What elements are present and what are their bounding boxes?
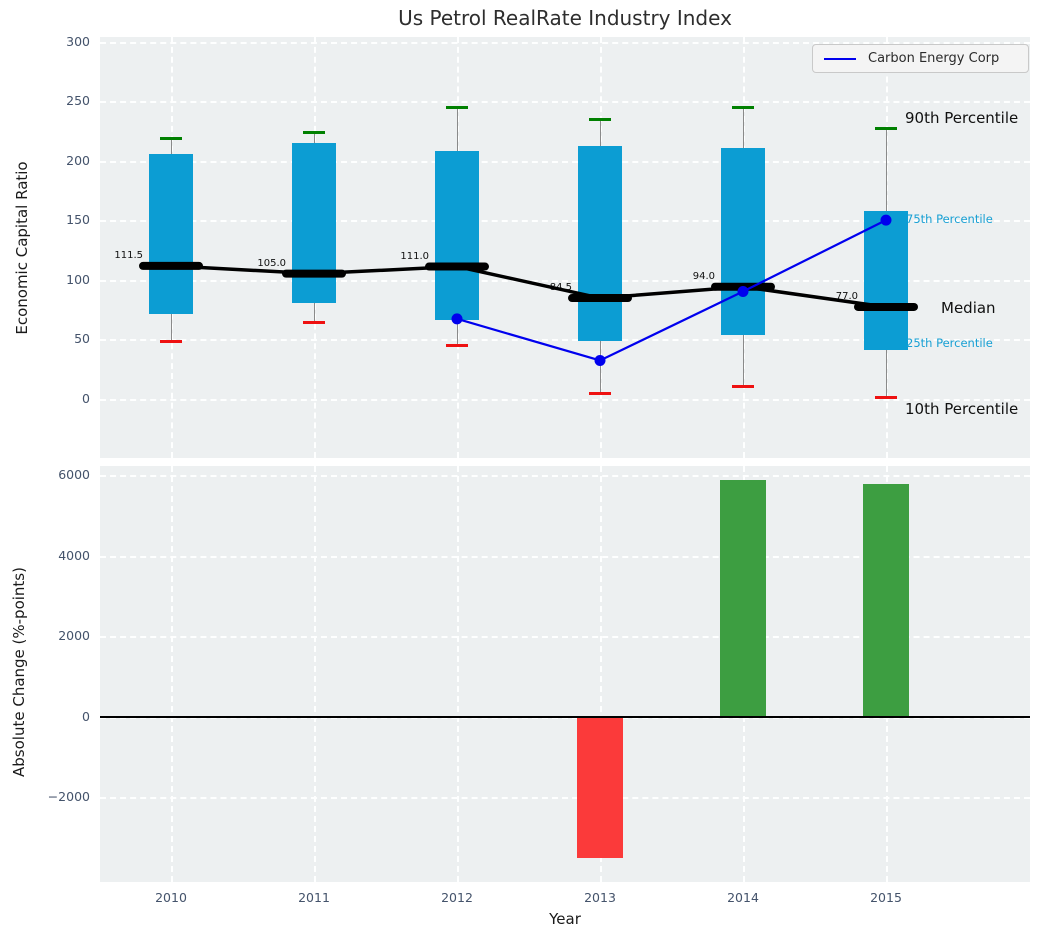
- whisker-cap-10th-2015: [875, 396, 897, 400]
- whisker-cap-90th-2012: [446, 105, 468, 109]
- x-tick-label: 2012: [441, 890, 473, 905]
- top-chart-lines: [139, 214, 918, 366]
- whisker-cap-10th-2013: [589, 392, 611, 396]
- x-tick-label: 2011: [298, 890, 330, 905]
- company-point-2015: [880, 214, 892, 226]
- bar-2013: [577, 716, 623, 858]
- y-axis-label-top: Economic Capital Ratio: [13, 161, 31, 335]
- top-plot-area: 111.5 105.0 111.0 84.5 94.0 77.0: [100, 37, 1030, 458]
- median-value-label-2014: 94.0: [692, 270, 715, 282]
- y-tick-label: 50: [74, 331, 90, 347]
- company-point-2012: [451, 313, 463, 325]
- whisker-cap-90th-2013: [589, 117, 611, 121]
- gridline-horizontal: [100, 160, 1030, 163]
- legend-line-sample: [824, 57, 856, 60]
- gridline-horizontal: [100, 475, 1030, 478]
- gridline-horizontal: [100, 716, 1030, 719]
- y-tick-label: 0: [82, 390, 90, 406]
- gridline-horizontal: [100, 279, 1030, 282]
- y-axis-label-bottom: Absolute Change (%-points): [10, 567, 28, 777]
- y-tick-label: 6000: [58, 467, 90, 483]
- annotation-25th-percentile: 25th Percentile: [906, 335, 993, 350]
- y-tick-label: 300: [66, 33, 90, 49]
- company-line: [456, 219, 887, 362]
- median-value-label-2010: 111.5: [114, 249, 143, 261]
- company-point-2014: [737, 286, 749, 298]
- gridline-vertical: [600, 466, 602, 882]
- y-tick-label: 0: [82, 708, 90, 724]
- zero-axis-line: [100, 715, 1030, 718]
- gridline-vertical: [171, 466, 173, 882]
- gridline-horizontal: [100, 41, 1030, 44]
- gridline-horizontal: [100, 220, 1030, 223]
- x-axis-label: Year: [549, 910, 581, 928]
- bar-2015: [863, 483, 909, 717]
- y-tick-label: −2000: [47, 789, 90, 805]
- median-connector-line: [170, 264, 887, 309]
- median-value-label-2015: 77.0: [835, 290, 858, 302]
- chart-title: Us Petrol RealRate Industry Index: [398, 6, 732, 30]
- y-tick-label: 4000: [58, 547, 90, 563]
- whisker-cap-90th-2011: [303, 130, 325, 134]
- x-tick-label: 2015: [870, 890, 902, 905]
- whisker-cap-10th-2012: [446, 343, 468, 347]
- gridline-horizontal: [100, 636, 1030, 639]
- y-tick-label: 200: [66, 152, 90, 168]
- legend-label: Carbon Energy Corp: [868, 51, 1000, 66]
- box-2015: [864, 210, 908, 350]
- box-2013: [578, 146, 622, 342]
- legend: Carbon Energy Corp: [812, 44, 1029, 73]
- y-tick-label: 150: [66, 212, 90, 228]
- gridline-horizontal: [100, 797, 1030, 800]
- whisker-cap-10th-2011: [303, 320, 325, 324]
- whisker-cap-10th-2010: [160, 339, 182, 343]
- median-value-label-2012: 111.0: [400, 250, 429, 262]
- y-tick-label: 100: [66, 271, 90, 287]
- x-tick-label: 2010: [155, 890, 187, 905]
- gridline-horizontal: [100, 555, 1030, 558]
- annotation-90th-percentile: 90th Percentile: [905, 108, 1019, 127]
- gridline-horizontal: [100, 398, 1030, 401]
- box-2014: [721, 147, 765, 336]
- annotation-10th-percentile: 10th Percentile: [905, 399, 1019, 418]
- y-tick-label: 2000: [58, 628, 90, 644]
- whisker-cap-90th-2010: [160, 136, 182, 140]
- gridline-vertical: [457, 466, 459, 882]
- box-2010: [149, 153, 193, 315]
- x-tick-label: 2014: [727, 890, 759, 905]
- annotation-median: Median: [941, 298, 996, 317]
- bar-2014: [720, 479, 766, 717]
- box-2012: [435, 151, 479, 321]
- gridline-vertical: [314, 466, 316, 882]
- y-tick-label: 250: [66, 93, 90, 109]
- whisker-cap-90th-2014: [732, 105, 754, 109]
- x-tick-label: 2013: [584, 890, 616, 905]
- whisker-cap-10th-2014: [732, 385, 754, 389]
- whisker-cap-90th-2015: [875, 127, 897, 131]
- bottom-plot-area: [100, 466, 1030, 882]
- median-value-label-2013: 84.5: [549, 282, 572, 294]
- annotation-75th-percentile: 75th Percentile: [906, 211, 993, 226]
- company-point-2013: [594, 354, 606, 366]
- median-value-label-2011: 105.0: [257, 257, 286, 269]
- gridline-horizontal: [100, 339, 1030, 342]
- gridline-horizontal: [100, 101, 1030, 104]
